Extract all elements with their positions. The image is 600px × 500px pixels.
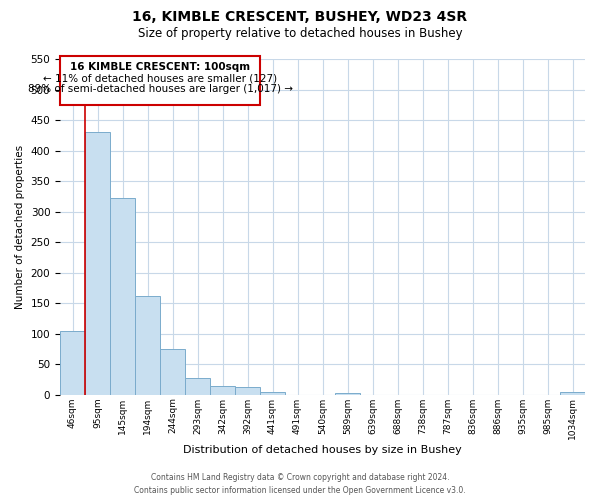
Bar [560, 392, 585, 394]
X-axis label: Distribution of detached houses by size in Bushey: Distribution of detached houses by size … [183, 445, 462, 455]
Text: Size of property relative to detached houses in Bushey: Size of property relative to detached ho… [137, 28, 463, 40]
Y-axis label: Number of detached properties: Number of detached properties [15, 145, 25, 309]
Bar [260, 392, 285, 394]
Bar [110, 198, 135, 394]
Text: 89% of semi-detached houses are larger (1,017) →: 89% of semi-detached houses are larger (… [28, 84, 293, 94]
Bar [60, 330, 85, 394]
Bar [210, 386, 235, 394]
FancyBboxPatch shape [60, 56, 260, 105]
Bar [185, 378, 210, 394]
Text: 16 KIMBLE CRESCENT: 100sqm: 16 KIMBLE CRESCENT: 100sqm [70, 62, 250, 72]
Bar [235, 388, 260, 394]
Text: Contains HM Land Registry data © Crown copyright and database right 2024.
Contai: Contains HM Land Registry data © Crown c… [134, 473, 466, 495]
Text: ← 11% of detached houses are smaller (127): ← 11% of detached houses are smaller (12… [43, 73, 277, 83]
Text: 16, KIMBLE CRESCENT, BUSHEY, WD23 4SR: 16, KIMBLE CRESCENT, BUSHEY, WD23 4SR [133, 10, 467, 24]
Bar [135, 296, 160, 394]
Bar [160, 349, 185, 395]
Bar [85, 132, 110, 394]
